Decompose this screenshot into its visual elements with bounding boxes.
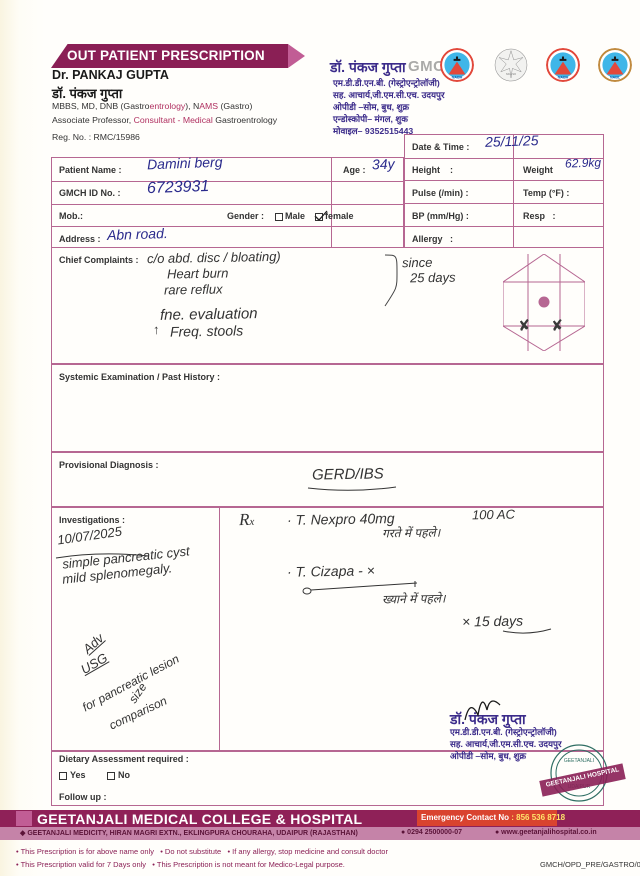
svg-text:GEETANJALI: GEETANJALI [564, 758, 594, 764]
svg-text:✘: ✘ [550, 317, 565, 336]
svg-text:NABH: NABH [452, 76, 463, 80]
svg-text:NABH: NABH [558, 76, 569, 80]
svg-text:NABL: NABL [610, 76, 621, 80]
svg-text:✘: ✘ [517, 317, 532, 336]
